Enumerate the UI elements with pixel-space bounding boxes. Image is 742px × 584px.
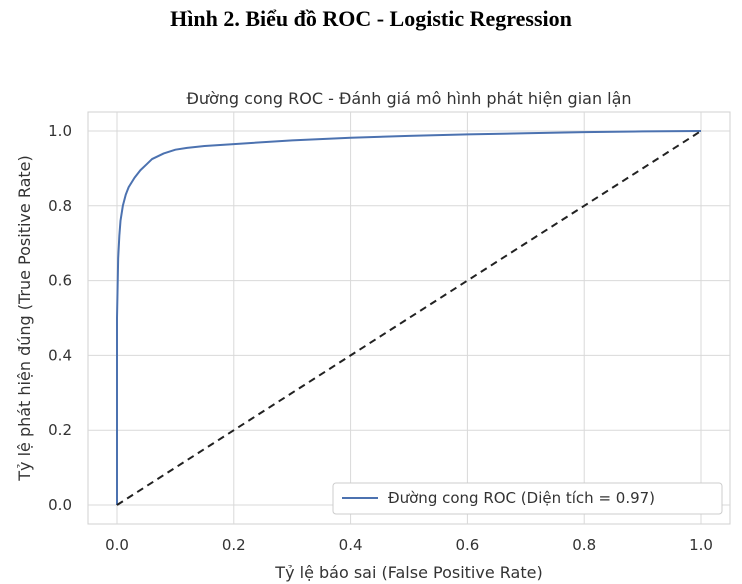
- y-tick-label: 0.0: [48, 496, 72, 514]
- diagonal-reference-line: [116, 130, 702, 506]
- y-tick-label: 1.0: [48, 122, 72, 140]
- y-tick-label: 0.8: [48, 197, 72, 215]
- legend-label-roc: Đường cong ROC (Diện tích = 0.97): [388, 489, 655, 507]
- y-tick-label: 0.6: [48, 272, 72, 290]
- series-lines: [116, 130, 702, 506]
- legend: Đường cong ROC (Diện tích = 0.97): [332, 482, 723, 515]
- x-tick-label: 0.0: [105, 536, 129, 554]
- y-tick-label: 0.4: [48, 346, 72, 364]
- x-tick-label: 0.4: [339, 536, 363, 554]
- x-axis-title: Tỷ lệ báo sai (False Positive Rate): [274, 563, 542, 582]
- x-tick-label: 0.6: [455, 536, 479, 554]
- x-tick-label: 0.2: [222, 536, 246, 554]
- x-tick-label: 0.8: [572, 536, 596, 554]
- figure-caption: Hình 2. Biểu đồ ROC - Logistic Regressio…: [170, 6, 572, 31]
- x-tick-label: 1.0: [689, 536, 713, 554]
- tick-labels: 0.0 0.2 0.4 0.6 0.8 1.0 0.0 0.2 0.4 0.6 0.8 1.0: [48, 122, 713, 554]
- y-tick-label: 0.2: [48, 421, 72, 439]
- y-axis-title: Tỷ lệ phát hiện đúng (True Positive Rate…: [15, 155, 34, 482]
- chart-title: Đường cong ROC - Đánh giá mô hình phát h…: [186, 89, 631, 108]
- legend-box: [332, 482, 723, 515]
- roc-curve-line: [116, 130, 702, 505]
